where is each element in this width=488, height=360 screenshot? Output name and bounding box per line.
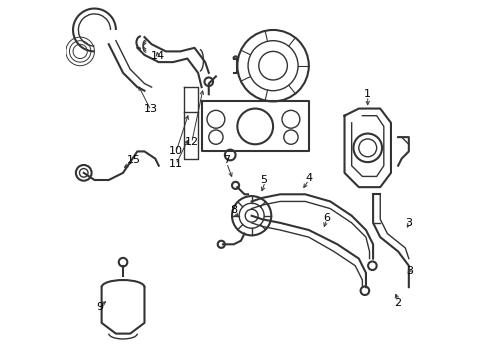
Text: 8: 8 — [230, 205, 237, 215]
Text: 6: 6 — [323, 212, 329, 222]
Text: 15: 15 — [126, 156, 141, 165]
Text: 3: 3 — [405, 218, 411, 228]
Text: 5: 5 — [260, 175, 267, 185]
Text: 14: 14 — [151, 51, 165, 61]
Text: 1: 1 — [364, 89, 370, 99]
Text: 4: 4 — [305, 173, 312, 183]
Text: 13: 13 — [143, 104, 158, 113]
Text: 2: 2 — [394, 298, 401, 308]
Text: 10: 10 — [168, 147, 183, 157]
Text: 7: 7 — [223, 156, 230, 165]
Text: 11: 11 — [168, 159, 183, 169]
Text: 9: 9 — [96, 302, 103, 312]
Text: 12: 12 — [184, 137, 198, 147]
Text: 3: 3 — [405, 266, 412, 276]
